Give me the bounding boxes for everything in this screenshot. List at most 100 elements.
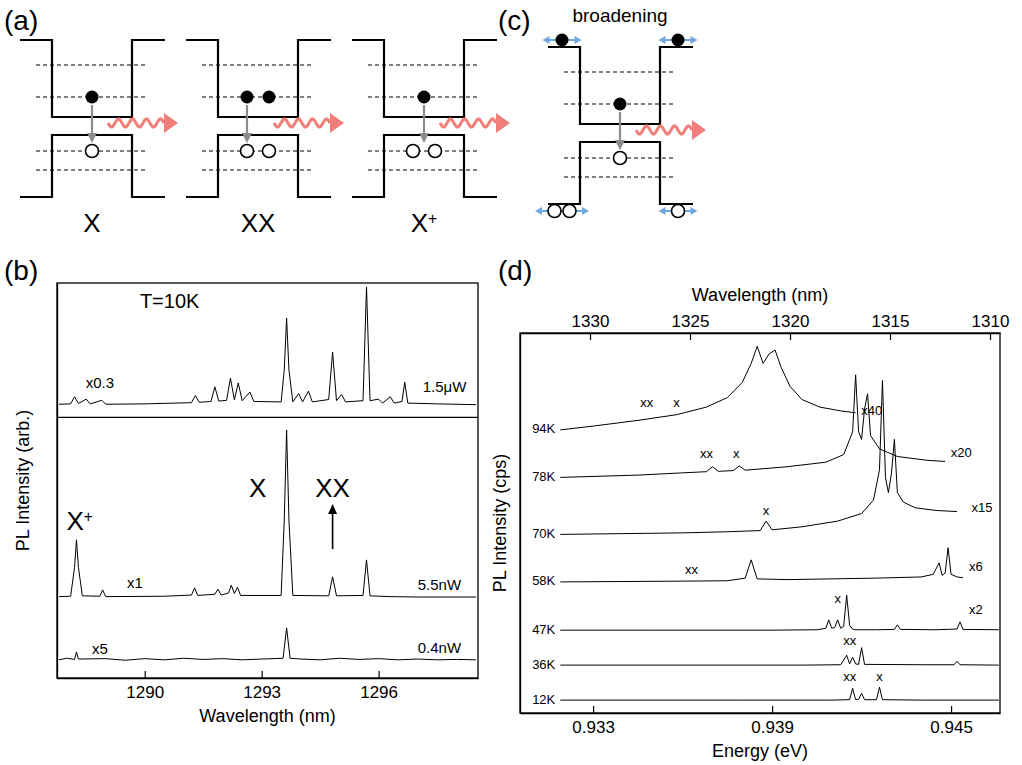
spectrum-line [560, 595, 999, 630]
photon-arrowhead [692, 120, 706, 140]
annotation-arrowhead [328, 504, 337, 514]
x2-tick-label: 1325 [672, 312, 710, 331]
electron [86, 91, 99, 104]
annotation: xx [843, 633, 857, 648]
energy-level [202, 97, 314, 98]
annotation: x [876, 669, 883, 684]
energy-level [564, 72, 676, 73]
panel-label: (a) [4, 5, 38, 36]
series-label: 78K [532, 469, 555, 484]
plot-area [560, 346, 999, 700]
panel-label: (d) [498, 255, 532, 286]
barrier-hole [563, 205, 576, 218]
series-label: 47K [532, 622, 555, 637]
valence-band [186, 135, 331, 197]
hole [614, 152, 627, 165]
x2-tick: 1310 [972, 312, 1010, 340]
x-axis-title: Wavelength (nm) [199, 706, 335, 726]
diagram-panel: (c)broadening [498, 5, 706, 218]
hole [429, 145, 442, 158]
x-tick-label: 0.933 [572, 718, 615, 737]
recombination-arrowhead [87, 133, 97, 143]
annotation: xx [640, 395, 654, 410]
broadening-arrow-head [575, 36, 582, 44]
annotation: x15 [972, 500, 993, 515]
energy-level [202, 170, 314, 171]
x2-tick: 1325 [672, 312, 710, 340]
x-tick-mark [772, 706, 773, 713]
x-tick-mark [262, 671, 263, 678]
x2-tick-mark [690, 333, 691, 340]
y-axis [520, 334, 521, 714]
photon-arrow [274, 119, 330, 127]
broadening-arrow-head [659, 207, 666, 215]
y-axis [57, 284, 58, 679]
barrier-hole [672, 205, 685, 218]
x-axis-title: Energy (eV) [712, 741, 808, 761]
plot-frame [57, 283, 478, 678]
electron [614, 98, 627, 111]
hole [263, 145, 276, 158]
recombination-arrow [619, 112, 621, 143]
x-tick: 1290 [126, 671, 164, 702]
valence-band [548, 142, 693, 204]
x-tick: 0.939 [751, 706, 794, 737]
energy-level [36, 170, 148, 171]
energy-level [368, 170, 480, 171]
x2-axis: 13301325132013151310 [521, 312, 1010, 340]
x2-tick: 1315 [872, 312, 910, 340]
y-axis-line [57, 284, 58, 679]
annotation: x40 [861, 403, 882, 418]
conduction-band [186, 40, 331, 117]
spectrum-line [560, 346, 855, 430]
diagram-panel: (a)XXXX+ [4, 5, 510, 238]
x2-tick: 1330 [572, 312, 610, 340]
series-label: 12K [532, 692, 555, 707]
energy-level [202, 151, 314, 152]
spectrum-line [560, 648, 999, 665]
panel-divider [57, 417, 478, 418]
barrier-hole [548, 205, 561, 218]
annotation: x [673, 395, 680, 410]
x-tick-mark [378, 671, 379, 678]
recombination-arrow [423, 105, 425, 136]
broadening-arrow-head [543, 36, 550, 44]
y-axis-title: PL Intensity (arb.) [13, 410, 33, 551]
energy-level [368, 65, 480, 66]
x2-tick-mark [790, 333, 791, 340]
quantum-well [186, 40, 344, 197]
annotation: xx [700, 446, 714, 461]
energy-level [202, 65, 314, 66]
annotation: X+ [66, 506, 92, 536]
x-tick-label: 1296 [360, 683, 398, 702]
x-tick-label: 0.945 [930, 718, 973, 737]
barrier-electron [672, 34, 685, 47]
panel-label: (b) [4, 255, 38, 286]
electron [241, 91, 254, 104]
energy-level [36, 65, 148, 66]
annotation-arrow [332, 511, 334, 549]
superscript: + [84, 507, 93, 524]
annotation: x [834, 591, 841, 606]
chart-panel: 129012931296Wavelength (nm)PL Intensity … [4, 255, 479, 726]
annotation: XX [315, 473, 350, 503]
text-part: X [66, 506, 83, 536]
x2-tick-mark [890, 333, 891, 340]
valence-band [352, 135, 497, 197]
x2-tick-label: 1330 [572, 312, 610, 331]
annotation: T=10K [140, 290, 200, 312]
recombination-arrowhead [419, 133, 429, 143]
annotation: x0.3 [86, 374, 114, 391]
annotation: 1.5μW [423, 378, 467, 395]
quantum-well [352, 40, 510, 197]
barrier-electron [556, 34, 569, 47]
annotation: 5.5nW [418, 576, 462, 593]
broadening-arrow-head [582, 207, 589, 215]
x2-axis-line [521, 333, 1001, 334]
x-tick-mark [145, 671, 146, 678]
broadening-arrow [539, 210, 585, 212]
broadening-arrow-head [691, 36, 698, 44]
hole [86, 145, 99, 158]
photon-arrowhead [496, 113, 510, 133]
x-tick-label: 0.939 [751, 718, 794, 737]
